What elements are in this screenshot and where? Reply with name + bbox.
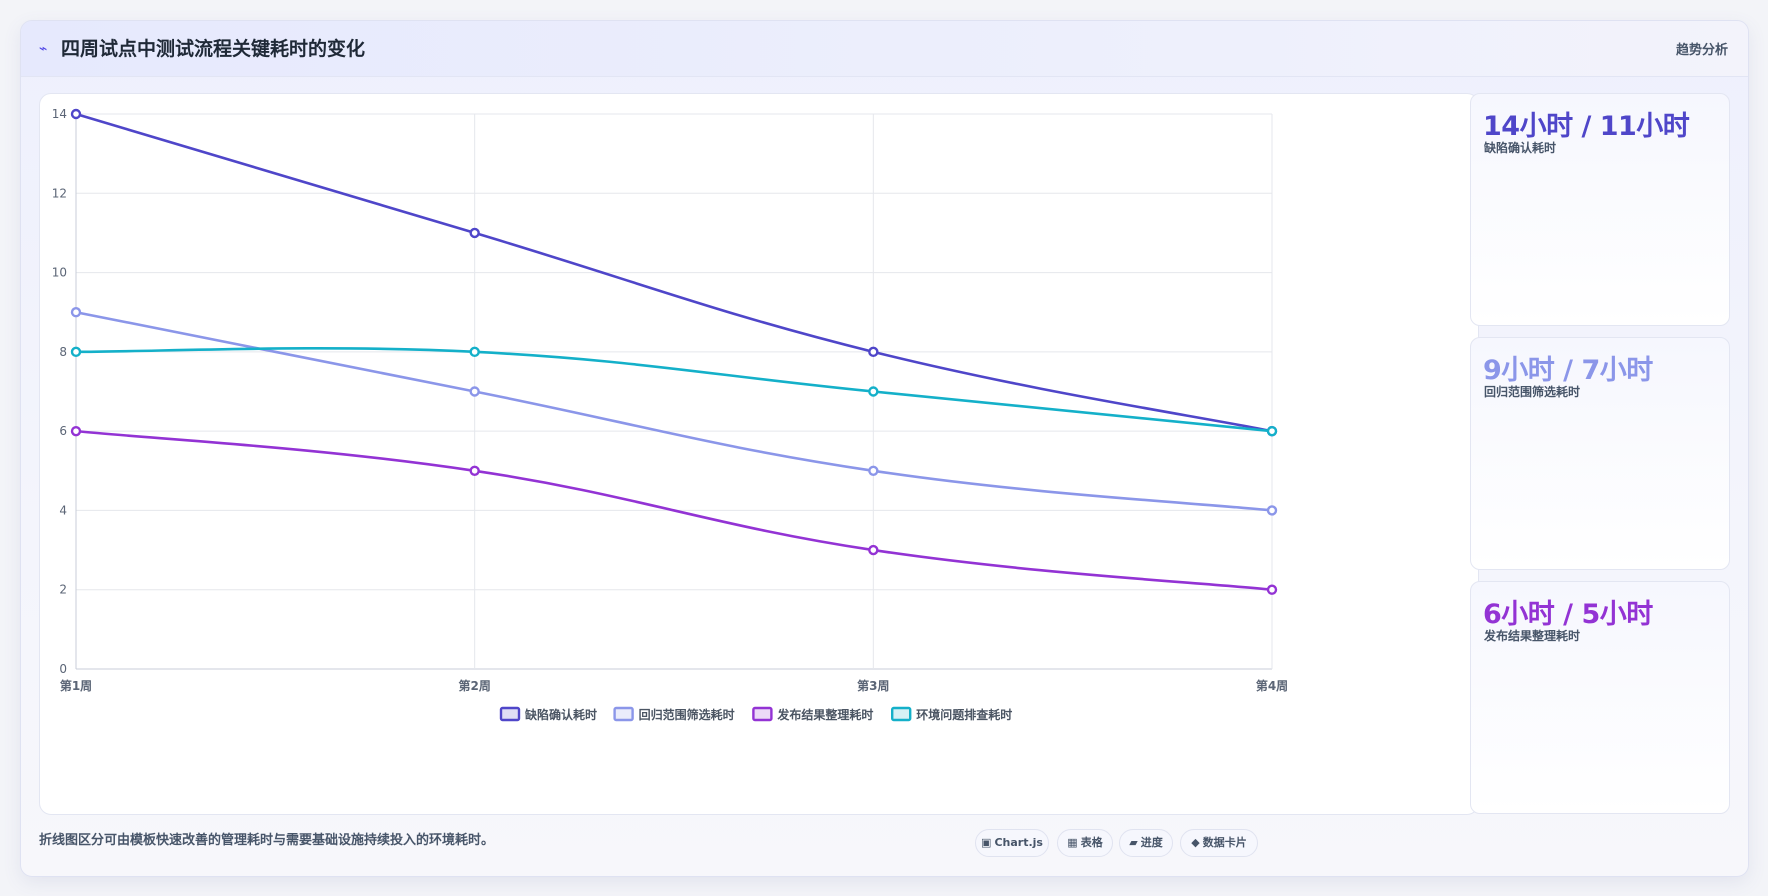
stat-value: 6小时 / 5小时	[1483, 599, 1653, 630]
y-tick-label: 14	[52, 107, 67, 121]
chip-label: Chart.js	[994, 836, 1043, 849]
stat-value: 14小时 / 11小时	[1483, 111, 1690, 142]
series-line	[74, 112, 1274, 433]
chart-icon: ▣	[981, 836, 992, 849]
line-chart-card: 0 2 4 6 8 10 12 14 第1周 第2周 第3周 第4周 缺陷确认耗时 回归范围筛选耗时 发布…	[39, 93, 1479, 815]
chart-footnote: 折线图区分可由模板快速改善的管理耗时与需要基础设施持续投入的环境耗时。	[39, 833, 495, 848]
y-tick-label: 10	[52, 266, 67, 280]
data-point	[469, 227, 480, 239]
data-point	[70, 346, 82, 358]
trend-analysis-label: 趋势分析	[1675, 43, 1728, 58]
legend-label: 缺陷确认耗时	[525, 707, 597, 722]
y-tick-label: 8	[59, 345, 67, 359]
chip-table[interactable]: ▦ 表格	[1057, 829, 1113, 857]
x-tick-label: 第1周	[60, 678, 92, 693]
data-point	[868, 386, 879, 397]
line-chart: 0 2 4 6 8 10 12 14 第1周 第2周 第3周 第4周 缺陷确认耗时 回归范围筛选耗时 发布…	[52, 107, 1288, 722]
bolt-icon: ⌁	[39, 41, 48, 57]
y-tick-label: 6	[59, 424, 67, 438]
stat-label: 发布结果整理耗时	[1484, 629, 1581, 643]
chip-label: 进度	[1140, 836, 1163, 849]
series-line	[74, 429, 1274, 592]
page-title: 四周试点中测试流程关键耗时的变化	[61, 38, 366, 60]
y-tick-label: 0	[59, 662, 67, 676]
legend-label: 环境问题排查耗时	[916, 707, 1012, 722]
panel-header: ⌁ 四周试点中测试流程关键耗时的变化 趋势分析	[21, 21, 1748, 77]
x-tick-label: 第2周	[458, 678, 490, 693]
data-point	[469, 346, 480, 358]
legend-swatch	[752, 706, 773, 722]
y-tick-label: 4	[59, 503, 67, 517]
stat-card-regression: 9小时 / 7小时 回归范围筛选耗时	[1470, 337, 1730, 570]
chip-label: 表格	[1080, 836, 1103, 849]
x-tick-label: 第4周	[1256, 678, 1288, 693]
chip-data-card[interactable]: ◆ 数据卡片	[1180, 829, 1258, 857]
stat-label: 回归范围筛选耗时	[1484, 385, 1581, 399]
card-icon: ◆	[1191, 836, 1200, 849]
data-point	[469, 386, 480, 397]
y-tick-label: 12	[52, 186, 67, 200]
data-point	[70, 307, 82, 318]
data-point	[868, 465, 879, 476]
stat-card-defect: 14小时 / 11小时 缺陷确认耗时	[1470, 93, 1730, 326]
series-line	[74, 310, 1274, 512]
data-point	[868, 346, 879, 358]
legend-swatch	[499, 706, 521, 722]
stat-value: 9小时 / 7小时	[1483, 355, 1653, 386]
y-tick-label: 2	[59, 583, 67, 597]
data-point	[70, 425, 82, 437]
data-point	[70, 108, 82, 120]
dashboard-panel: ⌁ 四周试点中测试流程关键耗时的变化 趋势分析 0 2 4 6 8 10 12 14 第1周 第2…	[20, 20, 1749, 877]
data-point	[868, 544, 879, 556]
chip-progress[interactable]: ▰ 进度	[1119, 829, 1173, 857]
stat-label: 缺陷确认耗时	[1484, 141, 1557, 155]
table-icon: ▦	[1067, 836, 1078, 849]
legend-swatch	[613, 706, 634, 722]
legend-label: 回归范围筛选耗时	[639, 707, 735, 722]
stat-card-release: 6小时 / 5小时 发布结果整理耗时	[1470, 581, 1730, 814]
data-point	[1266, 505, 1278, 516]
data-point	[469, 465, 480, 476]
x-tick-label: 第3周	[857, 678, 889, 693]
data-point	[1266, 584, 1278, 595]
legend-label: 发布结果整理耗时	[776, 707, 873, 722]
legend-swatch	[891, 706, 912, 722]
chip-label: 数据卡片	[1202, 836, 1247, 849]
series-line	[74, 347, 1274, 433]
progress-icon: ▰	[1129, 836, 1138, 849]
chip-chartjs[interactable]: ▣ Chart.js	[975, 829, 1049, 857]
data-point	[1266, 425, 1278, 437]
